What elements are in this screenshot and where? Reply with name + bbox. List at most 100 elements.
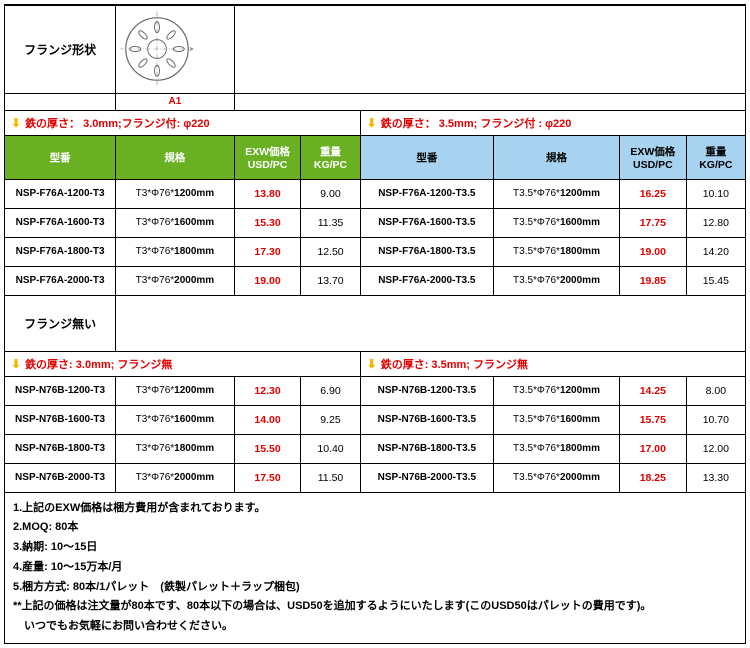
weight-cell: 8.00 [686,376,745,405]
flange-shape-label: フランジ形状 [5,5,116,93]
a1-row: A1 [5,93,746,110]
spec-cell: T3.5*Φ76*1600mm [494,208,620,237]
spec-cell: T3.5*Φ76*2000mm [494,463,620,492]
weight-cell: 10.10 [686,179,745,208]
col-price: EXW価格 USD/PC [619,135,686,179]
model-cell: NSP-F76A-1200-T3.5 [360,179,493,208]
model-cell: NSP-N76B-1200-T3.5 [360,376,493,405]
model-cell: NSP-F76A-1800-T3.5 [360,237,493,266]
price-cell: 18.25 [619,463,686,492]
weight-cell: 11.50 [301,463,360,492]
model-cell: NSP-F76A-1200-T3 [5,179,116,208]
weight-cell: 13.70 [301,266,360,295]
table-row: NSP-N76B-1600-T3T3*Φ76*1600mm14.009.25NS… [5,405,746,434]
model-cell: NSP-N76B-1600-T3.5 [360,405,493,434]
no-flange-label: フランジ無い [5,295,116,351]
flange-diagram-cell [116,5,235,93]
weight-cell: 10.40 [301,434,360,463]
price-cell: 19.00 [234,266,301,295]
spec-cell: T3*Φ76*1200mm [116,179,235,208]
table-row: NSP-F76A-2000-T3T3*Φ76*2000mm19.0013.70N… [5,266,746,295]
price-cell: 17.00 [619,434,686,463]
spec-cell: T3.5*Φ76*2000mm [494,266,620,295]
section1-left-header: ⬇鉄の厚さ： 3.0mm;フランジ付: φ220 [5,110,361,135]
spec-cell: T3*Φ76*1800mm [116,434,235,463]
price-cell: 16.25 [619,179,686,208]
arrow-down-icon: ⬇ [11,357,21,371]
spec-cell: T3*Φ76*2000mm [116,463,235,492]
note-line: 3.納期: 10～15日 [13,538,737,558]
price-cell: 19.00 [619,237,686,266]
price-cell: 14.00 [234,405,301,434]
a1-label: A1 [116,93,235,110]
arrow-down-icon: ⬇ [367,357,377,371]
table-row: NSP-N76B-1200-T3T3*Φ76*1200mm12.306.90NS… [5,376,746,405]
price-cell: 13.80 [234,179,301,208]
table-row: NSP-F76A-1600-T3T3*Φ76*1600mm15.3011.35N… [5,208,746,237]
weight-cell: 9.00 [301,179,360,208]
model-cell: NSP-F76A-1800-T3 [5,237,116,266]
model-cell: NSP-N76B-1800-T3 [5,434,116,463]
notes-block: 1.上記のEXW価格は梱方費用が含まれております。2.MOQ: 80本3.納期:… [4,493,746,645]
no-flange-row: フランジ無い [5,295,746,351]
price-cell: 19.85 [619,266,686,295]
weight-cell: 12.00 [686,434,745,463]
spec-cell: T3.5*Φ76*1200mm [494,376,620,405]
spec-cell: T3.5*Φ76*1800mm [494,237,620,266]
price-cell: 14.25 [619,376,686,405]
spec-cell: T3*Φ76*1800mm [116,237,235,266]
model-cell: NSP-N76B-2000-T3 [5,463,116,492]
spec-cell: T3.5*Φ76*1600mm [494,405,620,434]
model-cell: NSP-F76A-2000-T3.5 [360,266,493,295]
weight-cell: 12.50 [301,237,360,266]
weight-cell: 10.70 [686,405,745,434]
arrow-down-icon: ⬇ [367,116,377,130]
arrow-down-icon: ⬇ [11,116,21,130]
table-row: NSP-F76A-1200-T3T3*Φ76*1200mm13.809.00NS… [5,179,746,208]
price-cell: 15.75 [619,405,686,434]
spec-table: フランジ形状 [4,4,746,493]
model-cell: NSP-F76A-1600-T3 [5,208,116,237]
price-cell: 17.50 [234,463,301,492]
section2-left-header: ⬇鉄の厚さ: 3.0mm; フランジ無 [5,351,361,376]
table-row: NSP-F76A-1800-T3T3*Φ76*1800mm17.3012.50N… [5,237,746,266]
model-cell: NSP-F76A-1600-T3.5 [360,208,493,237]
price-cell: 12.30 [234,376,301,405]
weight-cell: 12.80 [686,208,745,237]
spec-cell: T3*Φ76*1200mm [116,376,235,405]
note-line: 5.梱方方式: 80本/1パレット (鉄製パレット＋ラップ梱包) [13,578,737,598]
note-line: **上記の価格は注文量が80本です、80本以下の場合は、USD50を追加するよう… [13,597,737,617]
weight-cell: 14.20 [686,237,745,266]
section2-header-row: ⬇鉄の厚さ: 3.0mm; フランジ無 ⬇鉄の厚さ: 3.5mm; フランジ無 [5,351,746,376]
model-cell: NSP-N76B-1200-T3 [5,376,116,405]
note-line: 2.MOQ: 80本 [13,518,737,538]
price-cell: 17.30 [234,237,301,266]
section2-right-header: ⬇鉄の厚さ: 3.5mm; フランジ無 [360,351,745,376]
section1-right-header: ⬇鉄の厚さ： 3.5mm; フランジ付 : φ220 [360,110,745,135]
col-model: 型番 [5,135,116,179]
table-row: NSP-N76B-2000-T3T3*Φ76*2000mm17.5011.50N… [5,463,746,492]
note-line: いつでもお気軽にお問い合わせください。 [13,617,737,637]
col-weight: 重量 KG/PC [686,135,745,179]
weight-cell: 11.35 [301,208,360,237]
col-spec: 規格 [494,135,620,179]
model-cell: NSP-N76B-1800-T3.5 [360,434,493,463]
price-cell: 15.50 [234,434,301,463]
flange-shape-row: フランジ形状 [5,5,746,93]
model-cell: NSP-N76B-2000-T3.5 [360,463,493,492]
spec-cell: T3*Φ76*1600mm [116,405,235,434]
spec-cell: T3*Φ76*1600mm [116,208,235,237]
weight-cell: 15.45 [686,266,745,295]
col-weight: 重量 KG/PC [301,135,360,179]
model-cell: NSP-N76B-1600-T3 [5,405,116,434]
spec-cell: T3.5*Φ76*1200mm [494,179,620,208]
weight-cell: 13.30 [686,463,745,492]
section1-col-header-row: 型番 規格 EXW価格 USD/PC 重量 KG/PC 型番 規格 EXW価格 … [5,135,746,179]
weight-cell: 9.25 [301,405,360,434]
note-line: 1.上記のEXW価格は梱方費用が含まれております。 [13,499,737,519]
spec-cell: T3.5*Φ76*1800mm [494,434,620,463]
col-spec: 規格 [116,135,235,179]
flange-diagram-icon [118,10,196,88]
weight-cell: 6.90 [301,376,360,405]
col-model: 型番 [360,135,493,179]
